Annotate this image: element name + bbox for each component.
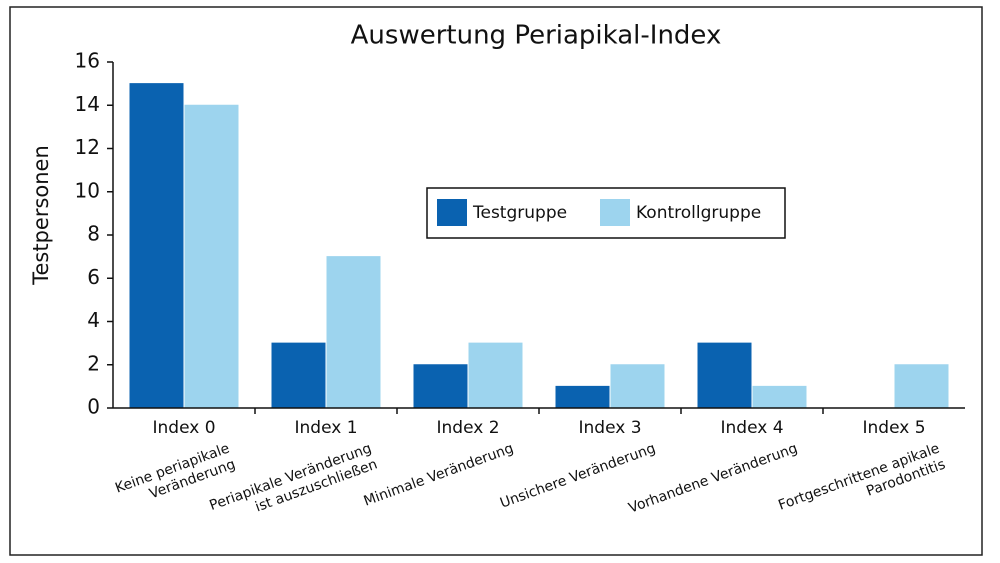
y-tick-label: 2 bbox=[87, 351, 100, 375]
y-tick-label: 0 bbox=[87, 395, 100, 419]
y-tick-label: 14 bbox=[75, 92, 100, 116]
x-tick-label: Index 5 bbox=[862, 418, 925, 438]
bar bbox=[184, 104, 239, 409]
y-tick-label: 4 bbox=[87, 308, 100, 332]
y-tick-label: 12 bbox=[75, 135, 100, 159]
legend-label: Kontrollgruppe bbox=[636, 203, 761, 223]
bar bbox=[413, 364, 468, 409]
bar bbox=[129, 83, 184, 409]
x-tick-label: Index 2 bbox=[436, 418, 499, 438]
legend-swatch bbox=[437, 199, 467, 226]
y-axis-label: Testpersonen bbox=[29, 145, 53, 286]
x-tick-label: Index 1 bbox=[294, 418, 357, 438]
bar bbox=[697, 342, 752, 409]
legend-label: Testgruppe bbox=[472, 203, 567, 223]
bar bbox=[326, 256, 381, 409]
x-tick-label: Index 0 bbox=[152, 418, 215, 438]
x-tick-label: Index 3 bbox=[578, 418, 641, 438]
bar bbox=[894, 364, 949, 409]
x-tick-label: Index 4 bbox=[720, 418, 783, 438]
legend-swatch bbox=[600, 199, 630, 226]
bar bbox=[610, 364, 665, 409]
y-tick-label: 10 bbox=[75, 178, 100, 202]
y-tick-label: 16 bbox=[75, 49, 100, 73]
chart-title: Auswertung Periapikal-Index bbox=[351, 21, 722, 51]
y-tick-label: 6 bbox=[87, 265, 100, 289]
bar bbox=[555, 385, 610, 409]
bar bbox=[468, 342, 523, 409]
y-tick-label: 8 bbox=[87, 222, 100, 246]
bar bbox=[271, 342, 326, 409]
bar bbox=[752, 385, 807, 409]
